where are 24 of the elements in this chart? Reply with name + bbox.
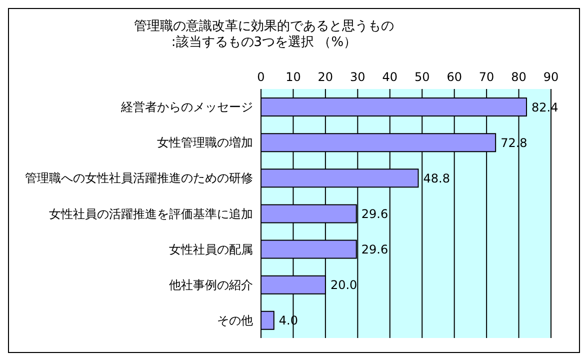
chart-title: 管理職の意識改革に効果的であると思うもの	[133, 19, 395, 35]
x-tick-label: 90	[543, 70, 559, 84]
bar	[261, 310, 274, 330]
y-tick-label: その他	[217, 313, 253, 328]
y-tick-label: 経営者からのメッセージ	[120, 100, 253, 114]
x-tick-label: 0	[257, 70, 265, 84]
x-tick-label: 70	[478, 70, 494, 84]
x-tick-label: 10	[286, 70, 301, 84]
data-label: 29.6	[361, 206, 388, 221]
x-tick-label: 30	[350, 70, 366, 84]
y-tick-label: 他社事例の紹介	[169, 278, 253, 292]
x-tick-label: 40	[382, 70, 398, 84]
y-tick-label: 女性社員の活躍推進を評価基準に追加	[49, 206, 253, 221]
y-tick-label: 女性社員の配属	[169, 242, 253, 256]
x-tick-label: 60	[446, 70, 462, 84]
x-tick-label: 80	[511, 70, 526, 84]
data-label: 29.6	[361, 242, 388, 257]
x-tick-label: 20	[318, 70, 334, 84]
y-tick-label: 女性管理職の増加	[157, 136, 253, 150]
y-tick-label: 管理職への女性社員活躍推進のための研修	[25, 171, 253, 186]
chart-subtitle: :該当するもの3つを選択 （%）	[170, 35, 358, 51]
x-tick-label: 50	[414, 70, 430, 84]
data-label: 20.0	[330, 278, 358, 292]
data-label: 48.8	[423, 171, 450, 186]
